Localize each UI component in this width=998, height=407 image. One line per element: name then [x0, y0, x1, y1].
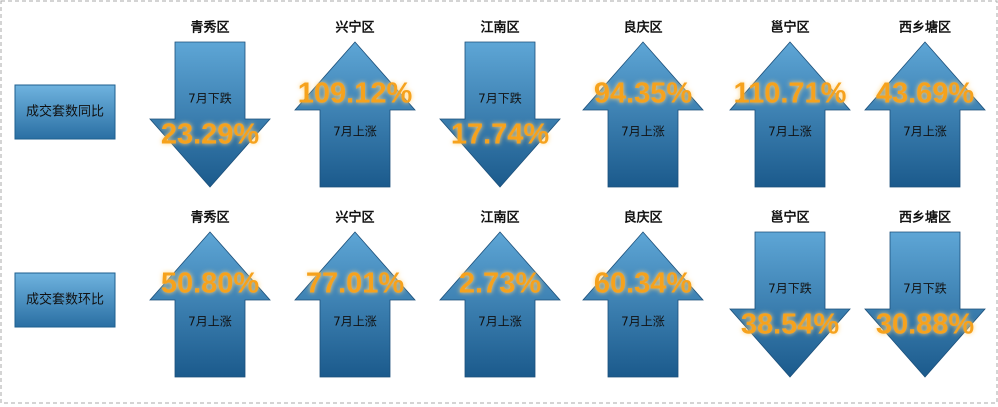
- change: 38.54%: [741, 309, 840, 341]
- arrow: [729, 41, 851, 188]
- arrow: [582, 41, 704, 188]
- trend: 7月上涨: [768, 124, 812, 139]
- change: 17.74%: [451, 119, 550, 151]
- district: 江南区: [480, 210, 519, 226]
- district: 青秀区: [190, 210, 229, 226]
- trend: 7月上涨: [621, 314, 665, 329]
- trend: 7月上涨: [333, 314, 377, 329]
- trend: 7月上涨: [621, 124, 665, 139]
- district: 良庆区: [623, 20, 662, 36]
- trend: 7月下跌: [188, 91, 232, 106]
- arrow: [864, 41, 986, 188]
- district: 兴宁区: [335, 210, 374, 226]
- arrow: [149, 41, 271, 188]
- change: 109.12%: [298, 78, 413, 110]
- change: 94.35%: [594, 78, 693, 110]
- row-label-box: [14, 272, 116, 328]
- change: 77.01%: [306, 268, 405, 300]
- trend: 7月下跌: [903, 281, 947, 296]
- district: 邕宁区: [770, 20, 809, 36]
- arrow: [149, 231, 271, 378]
- trend: 7月上涨: [903, 124, 947, 139]
- arrow: [439, 231, 561, 378]
- arrow: [582, 231, 704, 378]
- change: 2.73%: [459, 268, 541, 300]
- change: 60.34%: [594, 268, 693, 300]
- row-label: 成交套数同比: [26, 104, 104, 120]
- row-label: 成交套数环比: [26, 292, 104, 308]
- district: 邕宁区: [770, 210, 809, 226]
- trend: 7月下跌: [768, 281, 812, 296]
- trend: 7月上涨: [333, 124, 377, 139]
- district: 青秀区: [190, 20, 229, 36]
- arrow: [294, 231, 416, 378]
- change: 110.71%: [734, 78, 847, 110]
- change: 23.29%: [161, 119, 260, 151]
- arrow: [864, 231, 986, 378]
- district: 兴宁区: [335, 20, 374, 36]
- trend: 7月上涨: [188, 314, 232, 329]
- district: 西乡塘区: [899, 210, 951, 226]
- district: 良庆区: [623, 210, 662, 226]
- arrow: [439, 41, 561, 188]
- arrow: [729, 231, 851, 378]
- district: 西乡塘区: [899, 20, 951, 36]
- change: 30.88%: [876, 309, 975, 341]
- change: 43.69%: [876, 78, 975, 110]
- arrow: [294, 41, 416, 188]
- trend: 7月下跌: [478, 91, 522, 106]
- change: 50.80%: [161, 268, 260, 300]
- district: 江南区: [480, 20, 519, 36]
- row-label-box: [14, 84, 116, 140]
- trend: 7月上涨: [478, 314, 522, 329]
